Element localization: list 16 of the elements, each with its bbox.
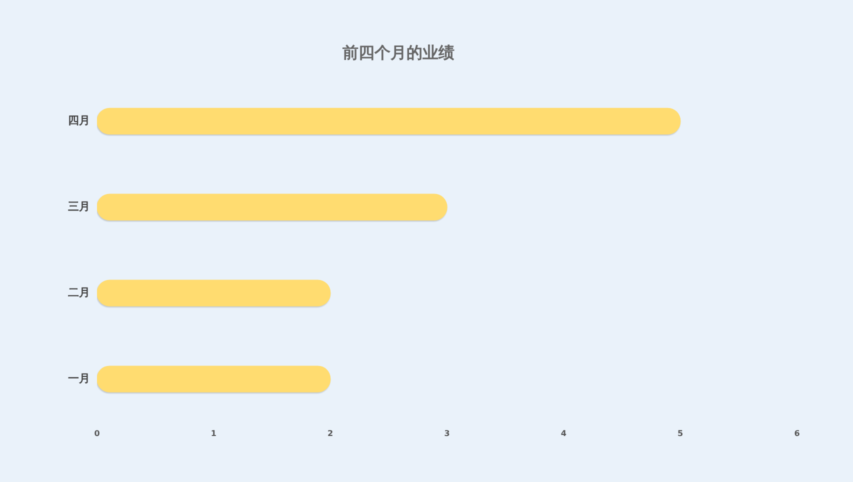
x-tick-label: 6 xyxy=(794,428,800,438)
x-tick-label: 0 xyxy=(94,428,100,438)
bar xyxy=(97,366,331,392)
y-tick-label: 一月 xyxy=(68,372,90,385)
x-tick-label: 3 xyxy=(444,428,450,438)
y-tick-label: 四月 xyxy=(68,114,90,128)
x-tick-label: 1 xyxy=(210,428,217,438)
y-tick-label: 三月 xyxy=(68,200,90,213)
bar xyxy=(97,194,448,220)
x-tick-label: 5 xyxy=(678,428,684,438)
bar xyxy=(97,108,681,135)
chart-title: 前四个月的业绩 xyxy=(342,42,454,62)
x-tick-label: 2 xyxy=(328,428,334,438)
y-tick-label: 二月 xyxy=(68,286,90,299)
x-tick-label: 4 xyxy=(560,428,567,438)
bar xyxy=(97,280,331,306)
